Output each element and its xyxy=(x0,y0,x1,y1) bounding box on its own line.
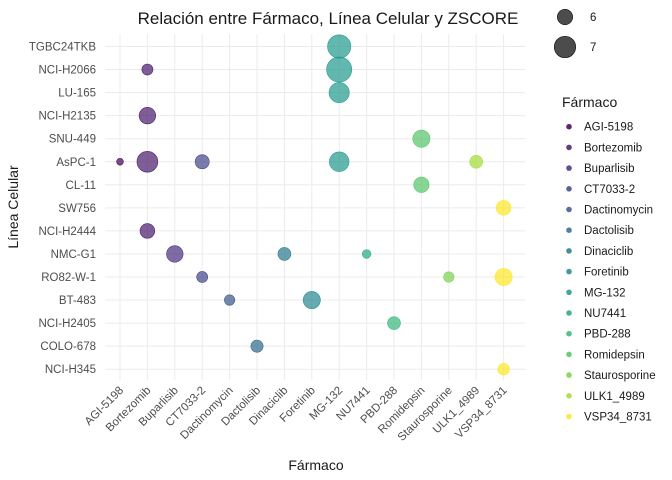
color-legend-label: MG-132 xyxy=(584,287,626,299)
color-legend-label: Romidepsin xyxy=(584,349,645,361)
size-legend-key xyxy=(553,35,577,59)
size-legend-label: 7 xyxy=(590,42,596,54)
data-point xyxy=(277,247,292,261)
y-tick-label: NMC-G1 xyxy=(51,249,96,261)
color-legend-label: Bortezomib xyxy=(584,142,642,154)
data-point xyxy=(139,223,156,239)
y-tick-label: NCI-H2405 xyxy=(38,318,96,330)
y-tick-label: LU-165 xyxy=(58,88,96,100)
y-tick-label: NCI-H2444 xyxy=(38,226,96,238)
color-legend-label: AGI-5198 xyxy=(584,122,633,134)
color-legend-label: VSP34_8731 xyxy=(584,412,652,424)
y-axis-title: Línea Celular xyxy=(5,165,21,249)
color-legend-key xyxy=(566,289,572,296)
color-legend-label: PBD-288 xyxy=(584,329,631,341)
data-point xyxy=(413,176,430,193)
size-legend-key xyxy=(557,9,573,25)
size-legend: 67 xyxy=(553,9,596,59)
color-legend-key xyxy=(566,206,572,213)
size-legend-label: 6 xyxy=(590,12,596,24)
data-point xyxy=(443,271,455,283)
data-point xyxy=(497,363,510,376)
color-legend-label: Dactinomycin xyxy=(584,205,653,217)
color-legend-label: Buparlisib xyxy=(584,163,635,175)
color-legend-label: CT7033-2 xyxy=(584,184,635,196)
chart-title: Relación entre Fármaco, Línea Celular y … xyxy=(138,9,519,28)
color-legend-title: Fármaco xyxy=(562,94,617,110)
x-axis-title: Fármaco xyxy=(288,457,343,473)
y-tick-label: SNU-449 xyxy=(49,134,96,146)
y-tick-label: BT-483 xyxy=(59,295,96,307)
color-legend-key xyxy=(566,268,572,275)
color-legend-label: Foretinib xyxy=(584,267,629,279)
data-point xyxy=(494,268,513,286)
data-point xyxy=(136,150,159,173)
data-point xyxy=(302,291,321,309)
y-tick-label: COLO-678 xyxy=(40,341,96,353)
data-point xyxy=(328,82,350,104)
y-tick-label: RO82-W-1 xyxy=(41,272,96,284)
color-legend-key xyxy=(566,248,572,254)
data-point xyxy=(326,56,353,83)
color-legend-label: Dinaciclib xyxy=(584,246,633,258)
data-point xyxy=(194,154,210,170)
y-tick-label: CL-11 xyxy=(66,180,96,192)
color-legend-label: NU7441 xyxy=(584,308,626,320)
y-tick-label: TGBC24TKB xyxy=(29,42,96,54)
color-legend-label: ULK1_4989 xyxy=(584,391,645,403)
data-point xyxy=(141,63,154,76)
data-point xyxy=(138,107,157,125)
color-legend-key xyxy=(566,186,572,192)
color-legend-label: Dactolisib xyxy=(584,225,634,237)
y-axis-tick-labels: TGBC24TKB NCI-H2066 LU-165 NCI-H2135 SNU-449… xyxy=(29,42,97,377)
data-point xyxy=(327,34,352,59)
color-legend-key xyxy=(566,351,572,358)
data-point xyxy=(224,294,236,306)
data-point xyxy=(469,154,483,169)
y-tick-label: SW756 xyxy=(58,203,96,215)
data-point xyxy=(495,200,512,216)
color-legend-key xyxy=(566,227,572,233)
data-point xyxy=(387,316,401,330)
color-legend: AGI-5198 Bortezomib Buparlisib CT7033-2 Dact… xyxy=(566,122,656,424)
data-point xyxy=(116,158,124,166)
color-legend-label: Staurosporine xyxy=(584,370,656,382)
data-point xyxy=(250,339,264,353)
color-legend-key xyxy=(566,144,572,151)
data-point xyxy=(329,151,350,172)
color-legend-key xyxy=(566,413,572,420)
color-legend-key xyxy=(566,393,572,399)
y-tick-label: AsPC-1 xyxy=(56,157,96,169)
y-tick-label: NCI-H345 xyxy=(45,364,96,376)
color-legend-key xyxy=(566,372,572,378)
y-tick-label: NCI-H2066 xyxy=(38,65,96,77)
color-legend-key xyxy=(566,123,572,130)
data-point xyxy=(196,271,209,283)
color-legend-key xyxy=(566,330,572,337)
color-legend-key xyxy=(566,165,572,171)
color-legend-key xyxy=(566,310,572,316)
data-point xyxy=(412,129,431,148)
data-point xyxy=(166,245,184,263)
data-point xyxy=(361,249,372,259)
y-tick-label: NCI-H2135 xyxy=(38,111,96,123)
data-points xyxy=(116,34,513,376)
